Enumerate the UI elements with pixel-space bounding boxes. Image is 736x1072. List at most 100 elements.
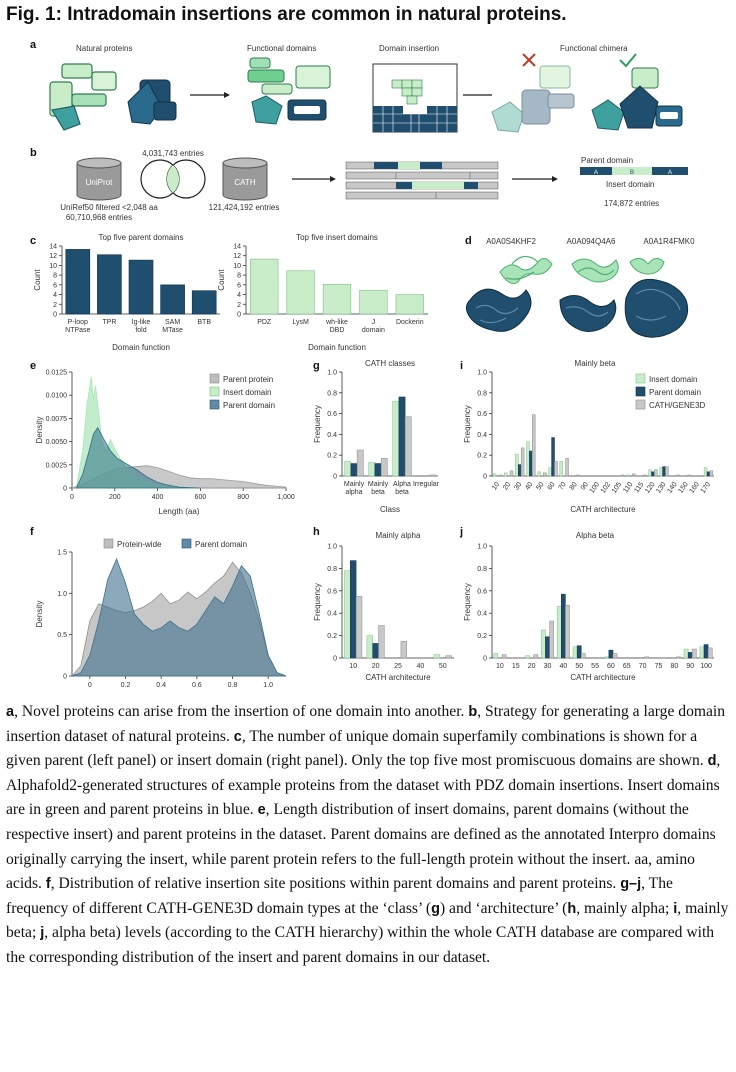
chart-title: Alpha beta — [576, 531, 615, 540]
cath-database: CATH — [222, 157, 268, 201]
y-tick-label: 0 — [483, 474, 487, 481]
bar-cath-gene3d — [654, 469, 658, 477]
figure-caption: a, Novel proteins can arise from the ins… — [6, 700, 732, 971]
bar-cath-gene3d — [533, 654, 539, 659]
x-tick-label: beta — [395, 489, 409, 496]
bar-cath-gene3d — [576, 474, 580, 477]
x-tick-label: 10 — [349, 663, 357, 670]
y-axis-label: Frequency — [313, 583, 322, 621]
y-axis-label: Frequency — [463, 583, 472, 621]
y-tick-label: 8 — [53, 273, 57, 280]
x-tick-label: 120 — [644, 481, 656, 495]
x-tick-label: 65 — [623, 663, 631, 670]
bar-cath-gene3d — [378, 625, 385, 659]
protein-structure-3 — [624, 258, 689, 338]
caption-text: , The number of unique domain superfamil… — [6, 727, 708, 770]
caption-text: ) and ‘architecture’ ( — [439, 899, 568, 917]
bar-cath-gene3d — [644, 656, 650, 659]
x-tick-label: LysM — [292, 319, 309, 326]
bar-parent-domain — [706, 471, 711, 477]
x-tick-label: 75 — [655, 663, 663, 670]
bar-lysm — [286, 270, 315, 315]
bar-cath-gene3d — [709, 470, 714, 477]
x-tick-label: 115 — [633, 481, 645, 494]
x-tick-label: 20 — [372, 663, 380, 670]
structure-id-1: A0A0S4KHF2 — [486, 237, 536, 246]
x-tick-label: beta — [371, 489, 385, 496]
bar-parent-domain — [529, 450, 533, 477]
x-tick-label: 20 — [502, 481, 512, 491]
x-axis-label: Class — [380, 505, 400, 514]
x-tick-label: domain — [362, 327, 385, 334]
caption-panel-ref: f — [45, 876, 51, 893]
axis-lines — [341, 372, 438, 477]
legend-swatch — [635, 399, 646, 410]
y-tick-label: 0.0075 — [46, 416, 68, 423]
bar-insert-domain — [683, 648, 689, 659]
y-tick-label: 0 — [333, 474, 337, 481]
uniref-filter: UniRef50 filtered <2,048 aa — [60, 203, 158, 212]
bar-cath-gene3d — [501, 654, 507, 659]
chart-mainly-beta: 0 0.2 0.4 0.6 0.8 1.0 Frequency CATH architectu… — [463, 359, 714, 514]
bar-cath-gene3d — [676, 656, 681, 659]
bar-cath-gene3d — [643, 474, 647, 477]
x-tick-label: 10 — [496, 663, 504, 670]
x-tick-label: 400 — [152, 494, 164, 501]
arrow-a1-head — [224, 92, 230, 98]
x-tick-label: 0.8 — [228, 682, 238, 689]
caption-panel-ref: c — [233, 728, 242, 745]
bar-insert-domain — [699, 646, 705, 659]
bar-parent-domain — [561, 593, 566, 659]
bar-insert-domain — [541, 629, 546, 659]
bar-insert-domain — [526, 441, 530, 477]
bar-cath-gene3d — [355, 596, 363, 659]
uniprot-label: UniProt — [86, 178, 113, 187]
bar-wh-like-dbd — [322, 284, 352, 315]
x-tick-label: 10 — [491, 481, 501, 491]
x-tick-label: 0 — [88, 682, 92, 689]
x-tick-label: wh-like — [325, 319, 348, 326]
x-tick-label: 40 — [417, 663, 425, 670]
y-tick-label: 1.5 — [57, 550, 67, 557]
legend-swatch — [209, 399, 220, 410]
x-tick-label: 50 — [535, 481, 545, 491]
x-tick-label: Ig-like — [132, 319, 151, 326]
chart-title: Top five insert domains — [296, 233, 378, 242]
caption-text: , Alphafold2-generated structures of exa… — [6, 752, 721, 819]
caption-text: , Length distribution of insert domains,… — [6, 801, 716, 893]
caption-text: , Strategy for generating a large domain… — [6, 703, 726, 745]
bar-insert-domain — [572, 646, 578, 659]
legend-swatch — [635, 373, 646, 384]
cross-mark — [522, 53, 536, 67]
legend-label: Protein-wide — [117, 540, 162, 549]
x-tick-label: BTB — [197, 319, 211, 326]
x-tick-label: 0.4 — [156, 682, 166, 689]
domain-insertion-box — [372, 63, 458, 133]
x-tick-label: 30 — [513, 481, 523, 491]
y-tick-label: 6 — [237, 282, 241, 289]
bar-cath-gene3d — [445, 655, 452, 659]
x-axis-label: CATH architecture — [570, 673, 636, 682]
protein-structure-2 — [559, 258, 619, 332]
panel-letter-e: e — [30, 360, 36, 372]
legend-swatch — [635, 386, 646, 397]
legend-swatch — [181, 538, 192, 549]
legend-label: Parent protein — [223, 375, 273, 384]
chart-title: Mainly alpha — [376, 531, 421, 540]
y-tick-label: 8 — [237, 273, 241, 280]
bar-insert-domain — [493, 653, 499, 659]
y-axis-label: Frequency — [463, 405, 472, 443]
x-tick-label: 160 — [689, 481, 701, 495]
y-tick-label: 2 — [53, 302, 57, 309]
x-axis-label: CATH architecture — [365, 673, 431, 682]
bar-insert-domain — [556, 606, 562, 659]
y-tick-label: 6 — [53, 282, 57, 289]
x-tick-label: 90 — [686, 663, 694, 670]
y-tick-label: 14 — [233, 244, 241, 251]
legend-label: CATH/GENE3D — [649, 401, 706, 410]
bar-cath-gene3d — [520, 447, 525, 477]
bar-parent-domain — [687, 652, 693, 659]
x-axis-label: Domain function — [308, 343, 366, 352]
bar-insert-domain — [525, 655, 530, 659]
label-functional-chimera: Functional chimera — [560, 44, 628, 53]
